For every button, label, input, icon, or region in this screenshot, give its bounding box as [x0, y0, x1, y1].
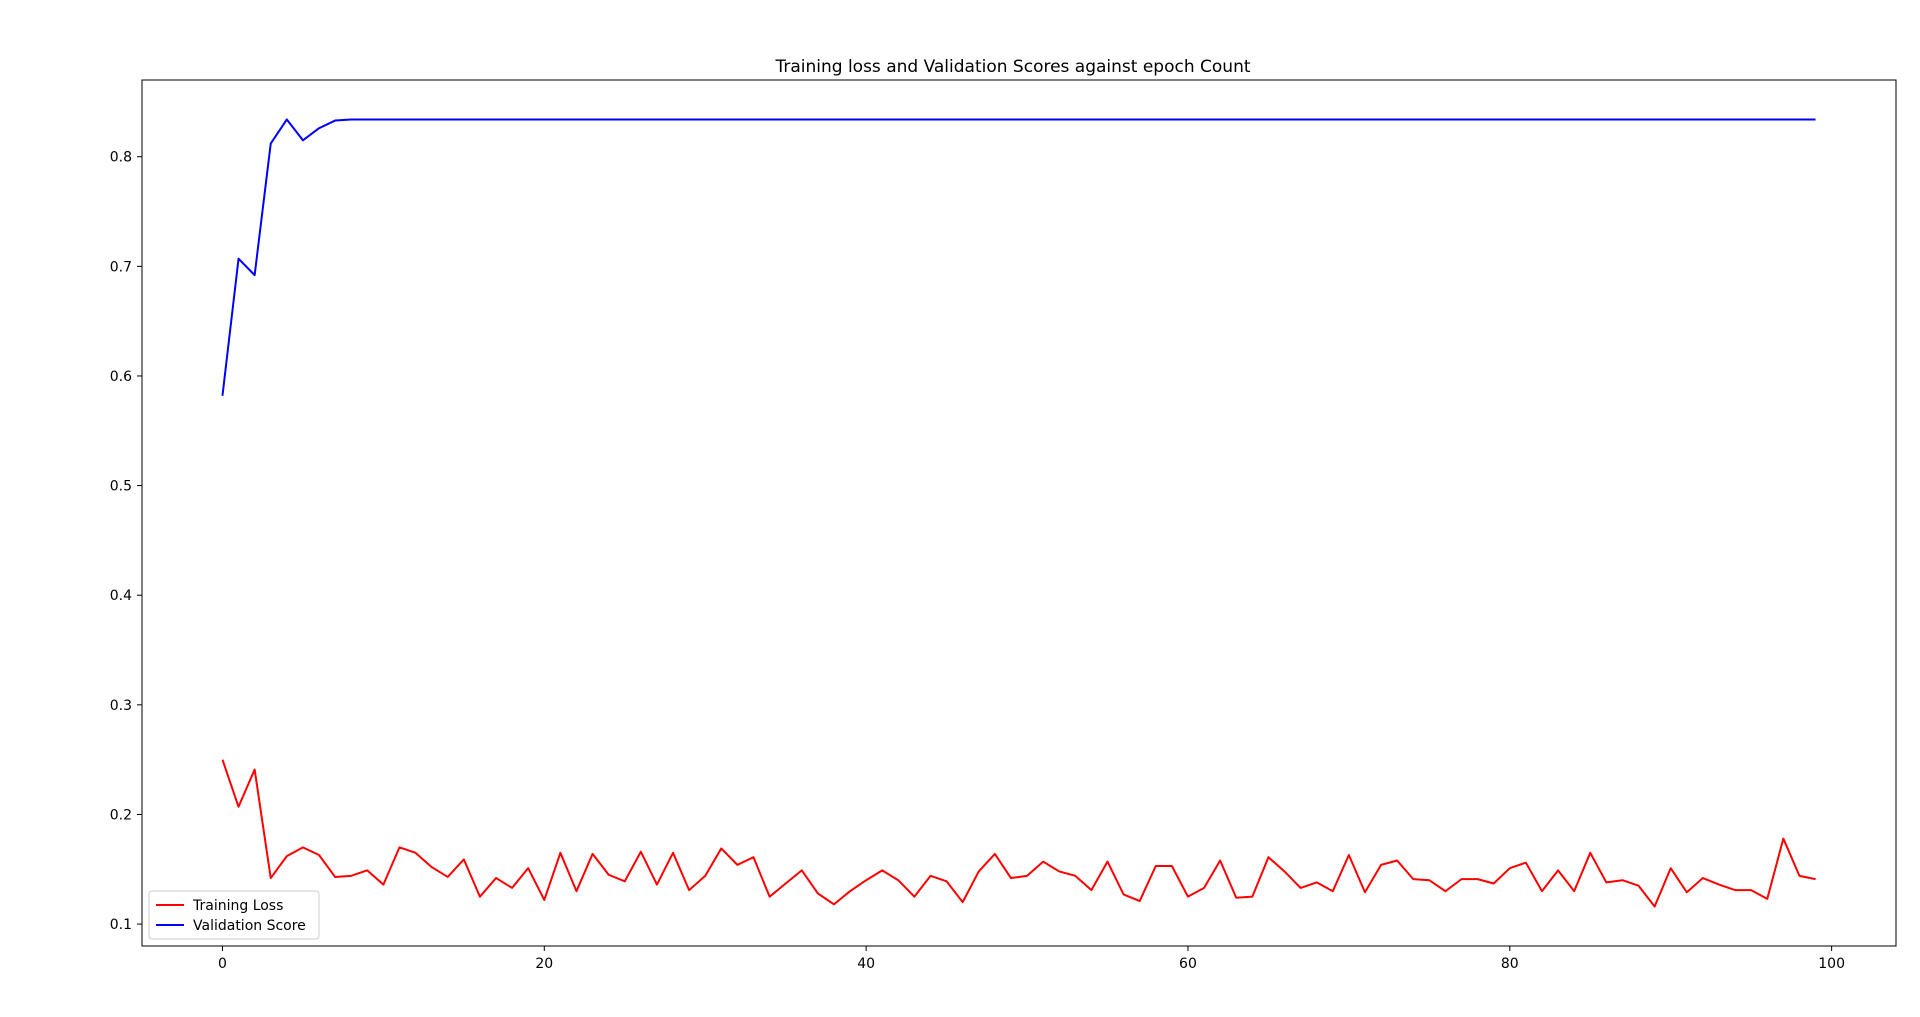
legend-label: Validation Score [193, 918, 306, 934]
y-tick-label: 0.1 [110, 917, 132, 933]
y-tick-label: 0.2 [110, 807, 132, 823]
x-tick-label: 100 [1818, 956, 1845, 972]
x-tick-label: 60 [1179, 956, 1197, 972]
series-layer [221, 118, 1816, 908]
legend-box [148, 890, 320, 940]
x-tick-label: 80 [1501, 956, 1519, 972]
y-tick-label: 0.3 [110, 698, 132, 714]
y-tick-label: 0.7 [110, 259, 132, 275]
y-tick-label: 0.4 [110, 588, 132, 604]
x-axis: 0 20 40 60 80 100 [218, 946, 1845, 972]
series-line-validation-score [221, 118, 1816, 396]
legend: Training Loss Validation Score [148, 890, 320, 940]
y-axis: 0.1 0.2 0.3 0.4 0.5 0.6 0.7 0.8 [110, 150, 142, 933]
x-tick-label: 20 [535, 956, 553, 972]
x-tick-label: 0 [218, 956, 227, 972]
legend-label: Training Loss [192, 898, 283, 914]
y-tick-label: 0.8 [110, 150, 132, 166]
x-tick-label: 40 [857, 956, 875, 972]
y-tick-label: 0.6 [110, 369, 132, 385]
chart-title: Training loss and Validation Scores agai… [774, 57, 1250, 77]
series-line-training-loss [221, 759, 1816, 908]
plot-area-frame [141, 79, 1897, 947]
y-tick-label: 0.5 [110, 479, 132, 495]
